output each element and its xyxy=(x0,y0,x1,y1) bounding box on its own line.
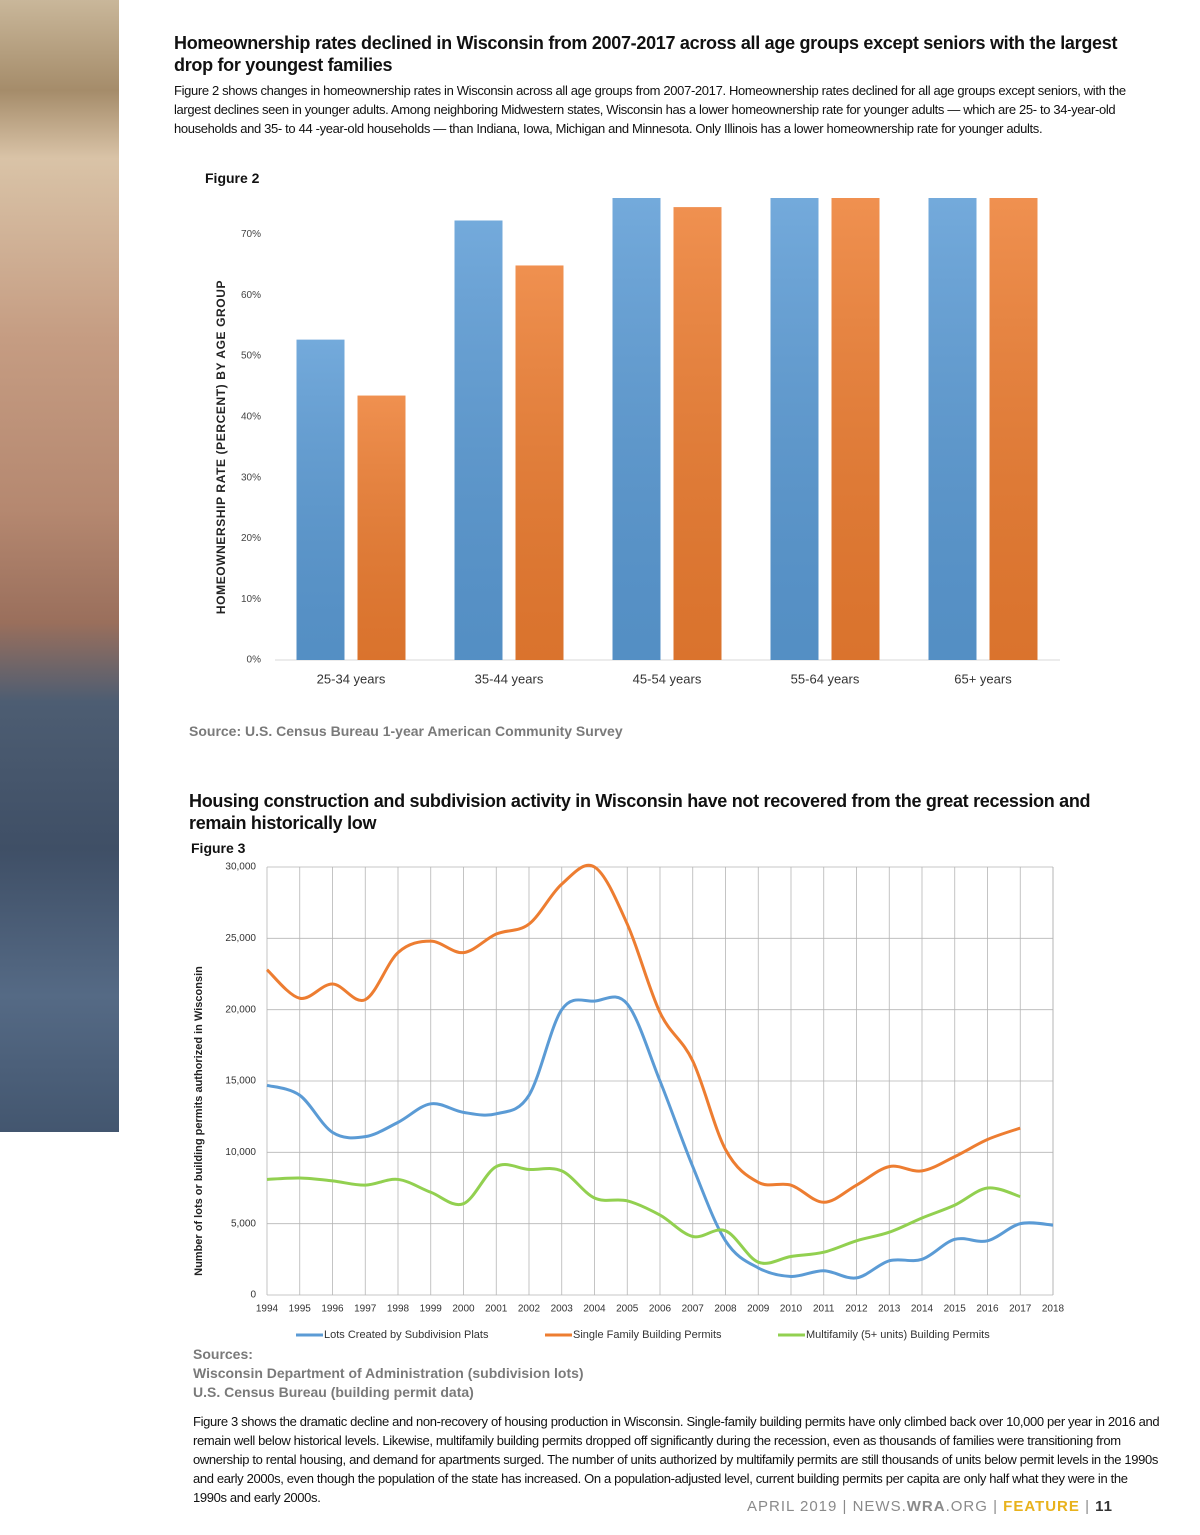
y-tick-label: 50% xyxy=(241,351,261,362)
y-tick-label: 10,000 xyxy=(225,1147,256,1158)
y-tick-label: 20,000 xyxy=(225,1004,256,1015)
line xyxy=(266,1163,1021,1265)
x-tick-label: 2010 xyxy=(780,1304,803,1315)
x-tick-label: 1994 xyxy=(256,1304,279,1315)
page-number: 11 xyxy=(1095,1498,1113,1515)
y-tick-label: 60% xyxy=(241,290,261,301)
footer-site: WRA xyxy=(906,1498,946,1515)
bar-shade xyxy=(515,265,564,660)
x-tick-label: 2016 xyxy=(976,1304,999,1315)
x-tick-label: 2007 xyxy=(682,1304,705,1315)
y-tick-label: 0 xyxy=(250,1290,256,1301)
y-tick-label: 30,000 xyxy=(225,862,256,873)
closing-paragraph: Figure 3 shows the dramatic decline and … xyxy=(193,1414,1160,1505)
y-tick-label: 25,000 xyxy=(225,933,256,944)
x-tick-label: 55-64 years xyxy=(791,671,860,686)
legend-label: Single Family Building Permits xyxy=(573,1329,722,1341)
x-tick-label: 2006 xyxy=(649,1304,672,1315)
x-tick-label: 2018 xyxy=(1042,1304,1065,1315)
y-tick-label: 10% xyxy=(241,594,261,605)
bar-shade xyxy=(454,220,503,660)
x-tick-label: 2014 xyxy=(911,1304,934,1315)
sources: Sources: Wisconsin Department of Adminis… xyxy=(193,1345,584,1402)
bar-shade xyxy=(296,339,345,660)
x-tick-label: 2012 xyxy=(845,1304,868,1315)
x-tick-label: 2015 xyxy=(944,1304,967,1315)
footer-section: FEATURE xyxy=(1003,1498,1080,1515)
x-tick-label: 65+ years xyxy=(954,671,1012,686)
legend-label: Lots Created by Subdivision Plats xyxy=(324,1329,489,1341)
y-tick-label: 70% xyxy=(241,229,261,240)
x-tick-label: 2009 xyxy=(747,1304,770,1315)
x-tick-label: 2004 xyxy=(583,1304,606,1315)
y-tick-label: 30% xyxy=(241,472,261,483)
x-tick-label: 2001 xyxy=(485,1304,508,1315)
x-tick-label: 2002 xyxy=(518,1304,541,1315)
source-line: Wisconsin Department of Administration (… xyxy=(193,1365,584,1381)
bar-shade xyxy=(770,198,819,660)
x-tick-label: 2013 xyxy=(878,1304,901,1315)
x-tick-label: 2003 xyxy=(551,1304,574,1315)
x-tick-label: 1996 xyxy=(321,1304,344,1315)
article-paragraph: Figure 2 shows changes in homeownership … xyxy=(174,83,1126,136)
footer-site: NEWS. xyxy=(852,1498,907,1515)
bar-shade xyxy=(673,207,722,661)
y-axis-label: HOMEOWNERSHIP RATE (PERCENT) BY AGE GROU… xyxy=(214,280,228,614)
figure-label: Figure 3 xyxy=(191,840,246,856)
bar-shade xyxy=(831,198,880,660)
bar-shade xyxy=(989,198,1038,660)
source-line: U.S. Census Bureau (building permit data… xyxy=(193,1384,474,1400)
figure-label: Figure 2 xyxy=(205,170,260,186)
x-tick-label: 45-54 years xyxy=(633,671,702,686)
article-heading: Homeownership rates declined in Wisconsi… xyxy=(174,33,1118,75)
y-axis-label: Number of lots or building permits autho… xyxy=(193,966,205,1276)
x-tick-label: 2008 xyxy=(714,1304,737,1315)
bar-shade xyxy=(928,198,977,660)
x-tick-label: 35-44 years xyxy=(475,671,544,686)
x-tick-label: 2011 xyxy=(813,1304,835,1315)
x-tick-label: 1998 xyxy=(387,1304,410,1315)
footer-date: APRIL 2019 xyxy=(747,1498,838,1515)
x-tick-label: 2000 xyxy=(452,1304,475,1315)
x-tick-label: 1997 xyxy=(354,1304,377,1315)
y-tick-label: 0% xyxy=(247,655,262,666)
x-tick-label: 2017 xyxy=(1009,1304,1032,1315)
chart-title: Housing construction and subdivision act… xyxy=(189,791,1091,833)
y-tick-label: 5,000 xyxy=(231,1218,256,1229)
line xyxy=(266,995,1054,1280)
x-tick-label: 2005 xyxy=(616,1304,639,1315)
legend-label: Multifamily (5+ units) Building Permits xyxy=(806,1329,990,1341)
line xyxy=(265,863,1021,1204)
y-tick-label: 20% xyxy=(241,533,261,544)
bar-shade xyxy=(612,198,661,660)
source: Source: U.S. Census Bureau 1-year Americ… xyxy=(189,723,623,739)
photo xyxy=(0,0,119,1132)
x-tick-label: 1999 xyxy=(420,1304,443,1315)
bar-shade xyxy=(357,395,406,660)
y-tick-label: 40% xyxy=(241,411,261,422)
x-tick-label: 25-34 years xyxy=(317,671,386,686)
footer-site: .ORG xyxy=(945,1498,988,1515)
x-tick-label: 1995 xyxy=(289,1304,312,1315)
footer: APRIL 2019 | NEWS.WRA.ORG | FEATURE | 11 xyxy=(747,1498,1113,1515)
source-line: Sources: xyxy=(193,1346,253,1362)
y-tick-label: 15,000 xyxy=(225,1076,256,1087)
